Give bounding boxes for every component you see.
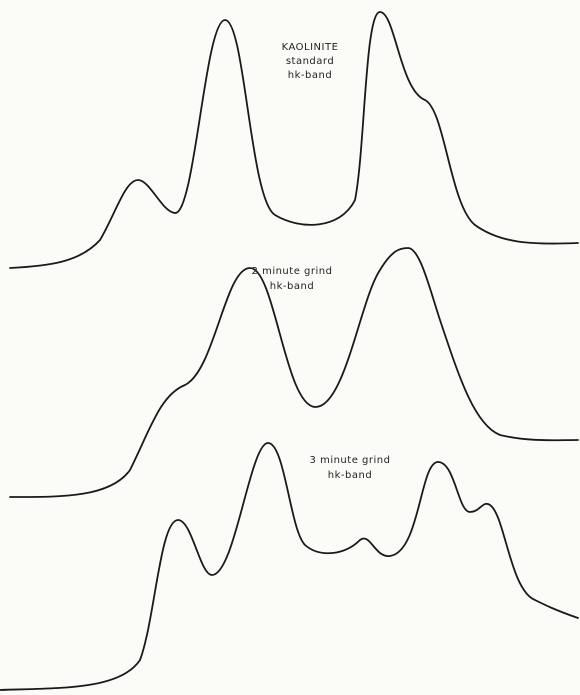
trace-label: hk-band: [328, 470, 372, 481]
trace-label: 2 minute grind: [252, 266, 333, 277]
trace-label: standard: [286, 56, 334, 67]
trace-label: hk-band: [288, 70, 332, 81]
trace-label: KAOLINITE: [282, 42, 339, 53]
trace-3-minute: [0, 442, 579, 691]
trace-2-minute: [9, 247, 579, 498]
trace-label: hk-band: [270, 281, 314, 292]
trace-label: 3 minute grind: [310, 455, 391, 466]
trace-standard: [9, 11, 579, 269]
